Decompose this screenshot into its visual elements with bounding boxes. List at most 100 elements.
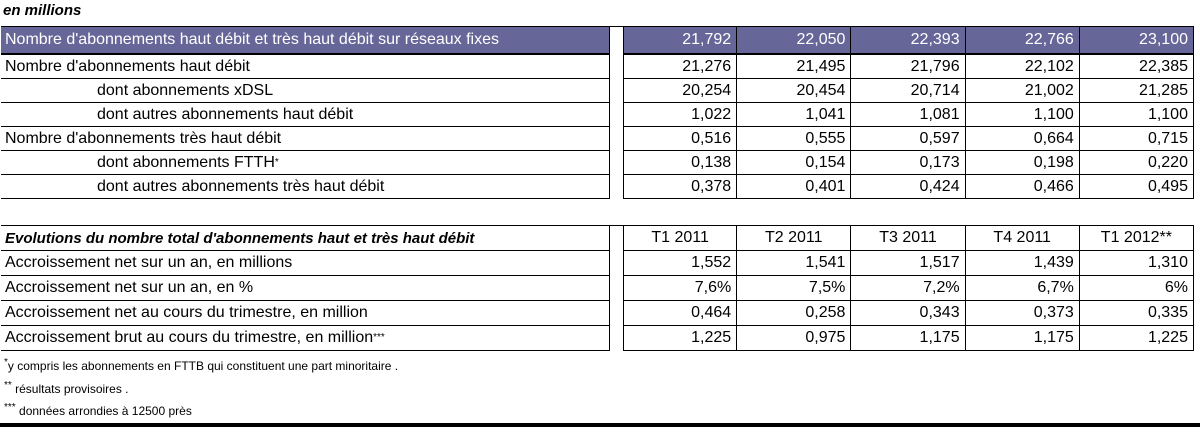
column-header: T4 2011: [965, 226, 1080, 251]
table-row: Accroissement net sur un an, en % 7,6% 7…: [1, 276, 1194, 301]
cell-value: 22,385: [1079, 55, 1194, 79]
row-label-text: dont abonnements FTTH: [97, 153, 275, 171]
cell-value: 21,285: [1079, 79, 1194, 103]
table2-header-label: Evolutions du nombre total d'abonnements…: [1, 226, 610, 251]
table-row: dont abonnements FTTH * 0,138 0,154 0,173…: [1, 151, 1194, 175]
cell-value: 1,552: [623, 251, 738, 276]
cell-value: 22,102: [965, 55, 1080, 79]
table-subscriptions: Nombre d'abonnements haut débit et très …: [1, 26, 1194, 199]
column-spacer: [610, 127, 623, 151]
cell-value: 0,154: [737, 151, 852, 175]
table1-header-value: 22,766: [965, 27, 1080, 55]
row-label: dont abonnements xDSL: [1, 79, 610, 103]
column-spacer: [610, 27, 623, 55]
cell-value: 1,175: [965, 326, 1080, 351]
column-spacer: [610, 276, 623, 301]
column-spacer: [610, 79, 623, 103]
cell-value: 1,100: [1079, 103, 1194, 127]
table-row: Evolutions du nombre total d'abonnements…: [1, 226, 1194, 251]
cell-value: 1,225: [623, 326, 738, 351]
cell-value: 1,022: [623, 103, 738, 127]
table-row: Nombre d'abonnements haut débit et très …: [1, 27, 1194, 55]
row-label: Accroissement net au cours du trimestre,…: [1, 301, 610, 326]
cell-value: 7,5%: [737, 276, 852, 301]
cell-value: 1,175: [851, 326, 966, 351]
cell-value: 0,516: [623, 127, 738, 151]
table-row: Accroissement net sur un an, en millions…: [1, 251, 1194, 276]
cell-value: 1,041: [737, 103, 852, 127]
table1-header-value: 22,050: [737, 27, 852, 55]
cell-value: 0,424: [851, 175, 966, 199]
column-spacer: [610, 226, 623, 251]
cell-value: 0,220: [1079, 151, 1194, 175]
cell-value: 0,495: [1079, 175, 1194, 199]
row-label-text: Accroissement brut au cours du trimestre…: [5, 329, 374, 346]
cell-value: 6%: [1079, 276, 1194, 301]
table-evolutions: Evolutions du nombre total d'abonnements…: [1, 225, 1194, 351]
table-row: dont autres abonnements très haut débit …: [1, 175, 1194, 199]
units-caption: en millions: [3, 2, 82, 19]
table1-header-label: Nombre d'abonnements haut débit et très …: [1, 27, 610, 55]
cell-value: 20,454: [737, 79, 852, 103]
column-spacer: [610, 55, 623, 79]
table1-header-value: 21,792: [623, 27, 738, 55]
table-row: dont autres abonnements haut débit 1,022…: [1, 103, 1194, 127]
footnote-text: données arrondies à 12500 près: [15, 404, 192, 418]
cell-value: 0,975: [737, 326, 852, 351]
cell-value: 0,138: [623, 151, 738, 175]
bottom-divider: [0, 423, 1200, 427]
cell-value: 1,081: [851, 103, 966, 127]
cell-value: 0,464: [623, 301, 738, 326]
footnote-text: résultats provisoires .: [11, 382, 129, 396]
cell-value: 6,7%: [965, 276, 1080, 301]
footnote-marker: *: [4, 357, 8, 368]
cell-value: 21,276: [623, 55, 738, 79]
column-header: T1 2011: [623, 226, 738, 251]
table1-header-value: 23,100: [1079, 27, 1194, 55]
table-row: dont abonnements xDSL 20,254 20,454 20,7…: [1, 79, 1194, 103]
cell-value: 0,335: [1079, 301, 1194, 326]
footnote-marker: ***: [4, 402, 16, 413]
cell-value: 0,198: [965, 151, 1080, 175]
row-label: dont abonnements FTTH *: [1, 151, 610, 175]
row-label: Nombre d'abonnements très haut débit: [1, 127, 610, 151]
table-row: Accroissement brut au cours du trimestre…: [1, 326, 1194, 351]
cell-value: 0,173: [851, 151, 966, 175]
cell-value: 0,466: [965, 175, 1080, 199]
cell-value: 0,664: [965, 127, 1080, 151]
cell-value: 0,373: [965, 301, 1080, 326]
cell-value: 20,714: [851, 79, 966, 103]
row-label: Accroissement net sur un an, en millions: [1, 251, 610, 276]
column-spacer: [610, 251, 623, 276]
row-label: dont autres abonnements très haut débit: [1, 175, 610, 199]
column-spacer: [610, 175, 623, 199]
cell-value: 1,225: [1079, 326, 1194, 351]
column-header: T1 2012**: [1079, 226, 1194, 251]
cell-value: 20,254: [623, 79, 738, 103]
cell-value: 21,796: [851, 55, 966, 79]
cell-value: 0,597: [851, 127, 966, 151]
cell-value: 7,6%: [623, 276, 738, 301]
column-spacer: [610, 326, 623, 351]
column-spacer: [610, 103, 623, 127]
cell-value: 21,495: [737, 55, 852, 79]
cell-value: 1,310: [1079, 251, 1194, 276]
cell-value: 1,541: [737, 251, 852, 276]
footnote-marker: **: [4, 380, 12, 391]
row-label: Nombre d'abonnements haut débit: [1, 55, 610, 79]
cell-value: 7,2%: [851, 276, 966, 301]
table-row: Nombre d'abonnements très haut débit 0,5…: [1, 127, 1194, 151]
footnote-text: y compris les abonnements en FTTB qui co…: [7, 359, 399, 373]
column-spacer: [610, 301, 623, 326]
cell-value: 21,002: [965, 79, 1080, 103]
footnote: *** données arrondies à 12500 près: [4, 402, 192, 419]
column-header: T2 2011: [737, 226, 852, 251]
cell-value: 0,343: [851, 301, 966, 326]
cell-value: 0,401: [737, 175, 852, 199]
table-row: Nombre d'abonnements haut débit 21,276 2…: [1, 55, 1194, 79]
column-spacer: [610, 151, 623, 175]
table-row: Accroissement net au cours du trimestre,…: [1, 301, 1194, 326]
row-label: Accroissement net sur un an, en %: [1, 276, 610, 301]
cell-value: 0,555: [737, 127, 852, 151]
